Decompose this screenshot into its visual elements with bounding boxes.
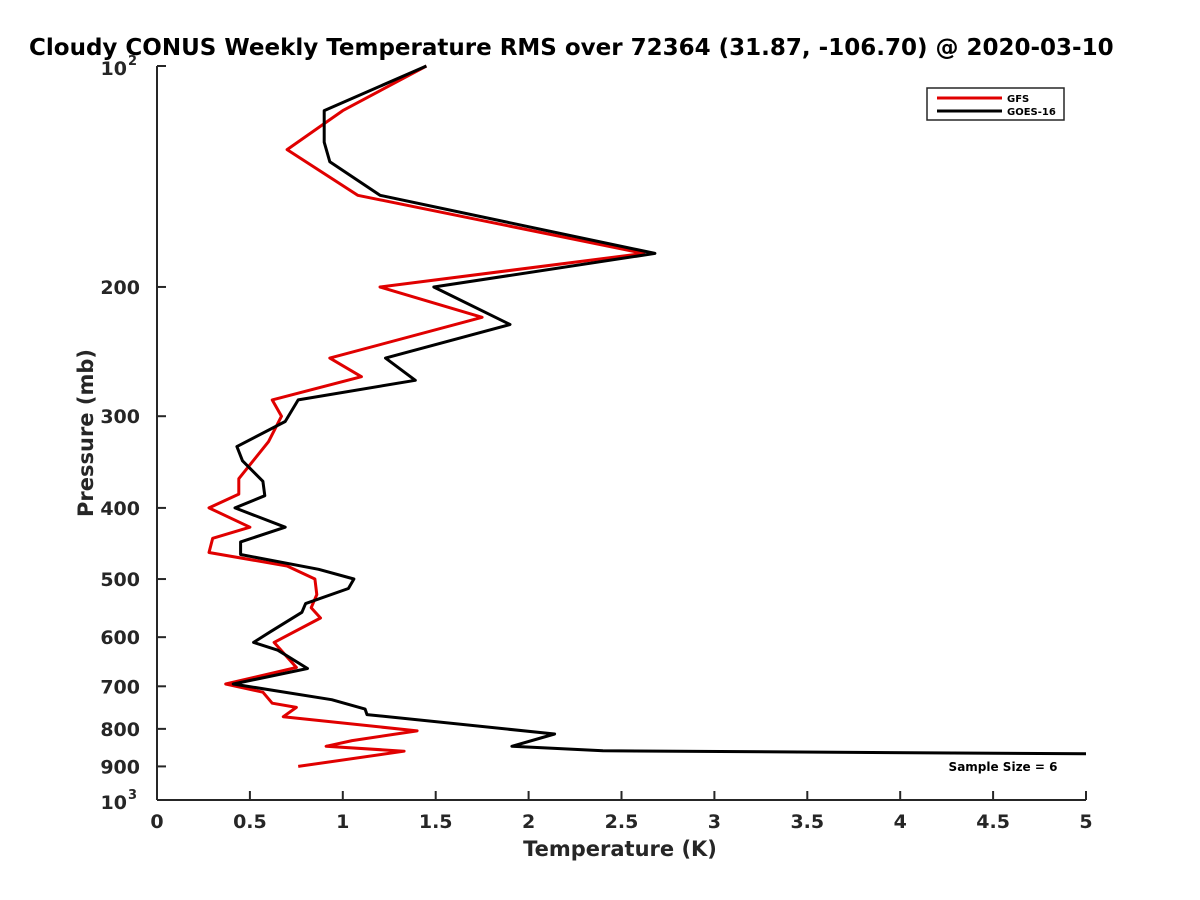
y-tick-label: 900 bbox=[100, 756, 140, 778]
y-tick-label-base: 10 bbox=[101, 792, 127, 814]
x-axis-label: Temperature (K) bbox=[523, 837, 717, 861]
legend-box bbox=[926, 87, 1065, 121]
x-tick-label: 3.5 bbox=[790, 811, 824, 833]
x-tick-label: 0 bbox=[150, 811, 163, 833]
y-tick-label: 200 bbox=[100, 277, 140, 299]
y-tick-label: 500 bbox=[100, 569, 140, 591]
y-tick-label-exponent: 3 bbox=[128, 788, 137, 803]
legend-label-0: GFS bbox=[1007, 94, 1029, 105]
x-tick-label: 4.5 bbox=[976, 811, 1010, 833]
x-axis-ticks: 0 0.5 1 1.5 2 2.5 3 3.5 4 4.5 5 bbox=[150, 791, 1093, 833]
y-tick-label: 300 bbox=[100, 406, 140, 428]
x-tick-label: 1 bbox=[336, 811, 349, 833]
chart-title: Cloudy CONUS Weekly Temperature RMS over… bbox=[29, 35, 1114, 61]
x-tick-label: 3 bbox=[708, 811, 721, 833]
x-tick-label: 1.5 bbox=[419, 811, 453, 833]
x-tick-label: 0.5 bbox=[233, 811, 267, 833]
y-tick-label: 400 bbox=[100, 498, 140, 520]
series-line-1 bbox=[231, 64, 1087, 756]
x-tick-label: 2.5 bbox=[605, 811, 639, 833]
axes bbox=[156, 66, 1086, 801]
y-tick-label-base: 10 bbox=[101, 58, 127, 80]
legend-label-1: GOES-16 bbox=[1007, 107, 1056, 118]
y-tick-label-exponent: 2 bbox=[128, 54, 137, 69]
plot-lines bbox=[207, 64, 1087, 768]
series-line-0 bbox=[207, 64, 646, 768]
y-tick-label: 800 bbox=[100, 719, 140, 741]
y-axis-label: Pressure (mb) bbox=[74, 349, 98, 517]
x-tick-label: 5 bbox=[1079, 811, 1092, 833]
legend: GFS GOES-16 bbox=[926, 87, 1065, 121]
x-tick-label: 2 bbox=[522, 811, 535, 833]
y-tick-label: 700 bbox=[100, 676, 140, 698]
x-tick-label: 4 bbox=[894, 811, 907, 833]
y-tick-label: 600 bbox=[100, 627, 140, 649]
sample-size-annotation: Sample Size = 6 bbox=[949, 760, 1058, 774]
